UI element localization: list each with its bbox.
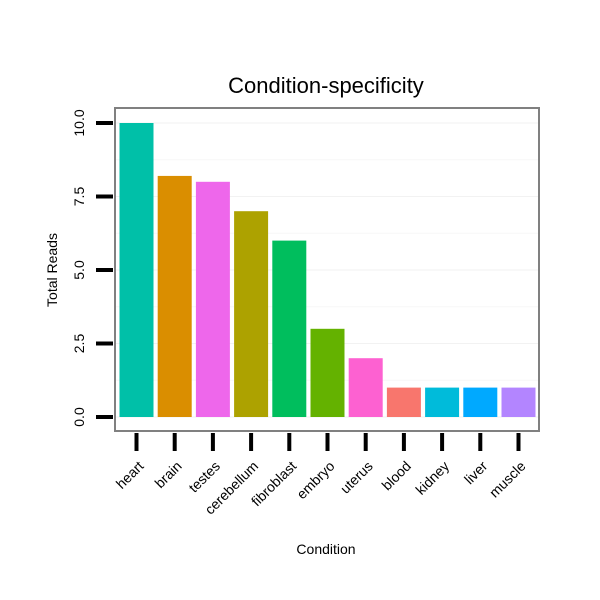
y-tick-label: 0.0 (71, 407, 87, 427)
y-tick-label: 5.0 (71, 260, 87, 280)
y-axis: 0.0 2.5 5.0 7.5 10.0 (71, 109, 113, 427)
x-axis-title: Condition (296, 541, 355, 557)
bars (119, 123, 536, 417)
x-tick-label-kidney: kidney (412, 458, 452, 498)
x-tick-label-brain: brain (151, 458, 184, 491)
x-tick-label-blood: blood (378, 458, 414, 494)
bar-brain (157, 175, 192, 417)
bar-cerebellum (234, 211, 269, 417)
bar-fibroblast (272, 240, 307, 417)
x-tick-label-embryo: embryo (293, 458, 337, 502)
y-tick-label: 2.5 (71, 334, 87, 354)
bar-uterus (348, 358, 383, 417)
x-tick-label-heart: heart (113, 458, 147, 492)
y-tick-label: 7.5 (71, 187, 87, 207)
x-tick-label-liver: liver (461, 458, 491, 488)
x-tick-label-uterus: uterus (337, 458, 376, 497)
bar-kidney (425, 387, 460, 417)
chart-title: Condition-specificity (228, 73, 424, 98)
bar-embryo (310, 328, 345, 417)
y-tick-label: 10.0 (71, 109, 87, 136)
y-axis-title: Total Reads (44, 233, 60, 307)
bar-muscle (501, 387, 536, 417)
bar-heart (119, 123, 154, 417)
x-tick-label-muscle: muscle (486, 458, 529, 501)
x-axis: heart brain testescerebellumfibroblastembr… (113, 433, 529, 518)
bar-testes (195, 181, 230, 417)
bar-liver (463, 387, 498, 417)
bar-blood (386, 387, 421, 417)
